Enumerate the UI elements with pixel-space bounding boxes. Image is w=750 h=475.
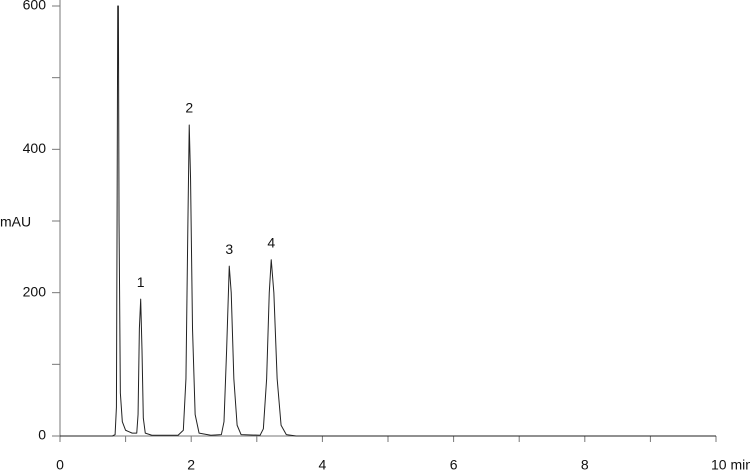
peak-label: 2 bbox=[185, 100, 193, 116]
y-tick-label: 200 bbox=[23, 283, 47, 299]
chromatogram-trace bbox=[60, 5, 716, 437]
x-tick-label: 8 bbox=[581, 457, 589, 473]
y-axis-label: mAU bbox=[0, 214, 31, 230]
x-tick-label: 6 bbox=[450, 457, 458, 473]
y-tick-label: 0 bbox=[38, 427, 46, 443]
y-tick-label: 600 bbox=[23, 0, 47, 13]
peak-label: 1 bbox=[137, 274, 145, 290]
y-tick-label: 400 bbox=[23, 140, 47, 156]
x-tick-label: 0 bbox=[56, 457, 64, 473]
peak-label: 3 bbox=[225, 241, 233, 257]
x-tick-label: 4 bbox=[319, 457, 327, 473]
peak-label: 4 bbox=[267, 234, 275, 250]
x-tick-label: 10 min bbox=[711, 457, 750, 473]
x-tick-label: 2 bbox=[187, 457, 195, 473]
